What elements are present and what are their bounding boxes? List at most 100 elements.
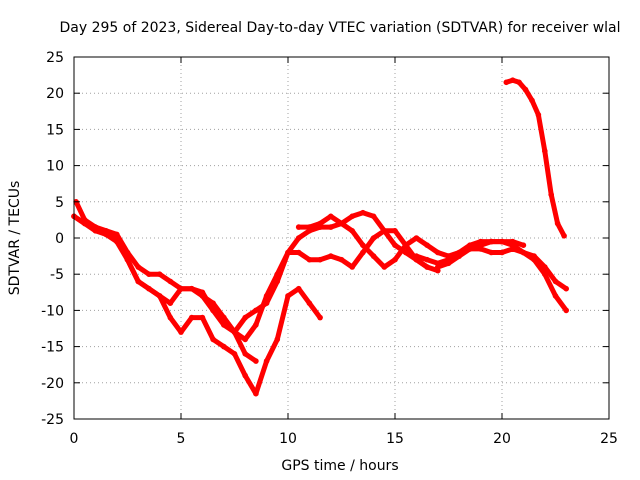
data-point bbox=[92, 224, 99, 230]
y-tick-label: -10 bbox=[41, 303, 64, 319]
data-point bbox=[124, 249, 131, 256]
data-point bbox=[381, 228, 388, 234]
data-point bbox=[467, 246, 473, 252]
data-point bbox=[360, 209, 366, 216]
data-point bbox=[370, 213, 377, 220]
data-point bbox=[548, 191, 554, 198]
data-point bbox=[178, 329, 184, 335]
data-point bbox=[435, 249, 441, 256]
data-point bbox=[242, 314, 248, 321]
data-series bbox=[71, 77, 569, 397]
data-point bbox=[317, 314, 323, 321]
data-point bbox=[295, 224, 302, 230]
data-point bbox=[295, 249, 302, 256]
data-point bbox=[188, 285, 195, 292]
data-point bbox=[349, 264, 356, 270]
data-point bbox=[392, 242, 398, 248]
x-tick-label: 25 bbox=[600, 431, 618, 447]
data-point bbox=[520, 249, 527, 256]
data-point bbox=[231, 329, 238, 335]
data-point bbox=[499, 249, 505, 256]
data-point bbox=[338, 256, 345, 263]
y-tick-label: -25 bbox=[41, 412, 64, 428]
data-point bbox=[295, 285, 302, 292]
data-point bbox=[263, 358, 270, 364]
data-point bbox=[242, 351, 248, 357]
data-point bbox=[285, 249, 291, 256]
y-tick-label: 20 bbox=[46, 86, 64, 102]
data-point bbox=[542, 264, 548, 270]
data-point bbox=[306, 256, 313, 263]
y-tick-label: -5 bbox=[50, 267, 64, 283]
data-point bbox=[554, 220, 561, 227]
data-point bbox=[135, 278, 141, 285]
data-point bbox=[413, 235, 420, 241]
axis-ticks: 0 5 10 15 20 25 -25 -20 -15 -10 -5 0 5 10 15 20 25 bbox=[41, 50, 618, 447]
data-point bbox=[477, 242, 484, 248]
data-point bbox=[221, 314, 227, 321]
data-point bbox=[135, 264, 141, 270]
data-point bbox=[402, 242, 409, 248]
data-point bbox=[253, 390, 259, 397]
x-tick-label: 20 bbox=[493, 431, 511, 447]
series-line-3 bbox=[71, 213, 430, 335]
data-point bbox=[360, 242, 366, 248]
y-tick-label: -15 bbox=[41, 340, 64, 356]
data-point bbox=[156, 293, 163, 299]
data-point bbox=[328, 213, 334, 220]
data-point bbox=[199, 293, 206, 299]
grid-lines bbox=[74, 57, 609, 419]
x-tick-label: 5 bbox=[177, 431, 186, 447]
data-point bbox=[221, 343, 227, 350]
data-point bbox=[552, 278, 559, 285]
data-point bbox=[520, 242, 527, 248]
data-point bbox=[242, 372, 248, 379]
data-point bbox=[231, 351, 238, 357]
data-point bbox=[456, 253, 463, 259]
data-point bbox=[552, 293, 559, 299]
data-point bbox=[210, 336, 216, 343]
data-point bbox=[167, 300, 174, 307]
data-point bbox=[535, 112, 542, 118]
data-point bbox=[328, 224, 334, 230]
data-point bbox=[103, 228, 109, 234]
data-point bbox=[199, 314, 206, 321]
data-point bbox=[285, 293, 291, 299]
data-point bbox=[503, 79, 510, 86]
data-point bbox=[516, 79, 522, 86]
data-point bbox=[499, 238, 505, 245]
y-axis-title: SDTVAR / TECUs bbox=[7, 181, 23, 296]
y-tick-label: -20 bbox=[41, 376, 64, 392]
data-point bbox=[370, 235, 377, 241]
data-point bbox=[563, 307, 569, 314]
x-tick-label: 10 bbox=[279, 431, 297, 447]
data-point bbox=[488, 249, 495, 256]
data-point bbox=[274, 271, 281, 278]
data-point bbox=[392, 228, 398, 234]
data-point bbox=[81, 220, 88, 227]
data-point bbox=[488, 238, 495, 245]
data-point bbox=[295, 235, 302, 241]
data-point bbox=[306, 300, 313, 307]
data-point bbox=[563, 285, 569, 292]
series-line-1 bbox=[71, 213, 259, 364]
series-line-6 bbox=[413, 246, 569, 313]
data-point bbox=[509, 242, 516, 248]
data-point bbox=[306, 224, 313, 230]
data-point bbox=[263, 293, 270, 299]
data-point bbox=[188, 314, 195, 321]
data-point bbox=[542, 148, 548, 154]
data-point bbox=[178, 285, 184, 292]
data-point bbox=[317, 220, 323, 227]
y-tick-label: 25 bbox=[46, 50, 64, 66]
data-point bbox=[167, 314, 174, 321]
data-point bbox=[445, 260, 452, 267]
data-point bbox=[360, 249, 366, 256]
data-point bbox=[253, 358, 259, 364]
data-point bbox=[317, 256, 323, 263]
data-point bbox=[381, 264, 388, 270]
data-point bbox=[338, 220, 345, 227]
data-point bbox=[146, 285, 152, 292]
x-axis-title: GPS time / hours bbox=[281, 458, 398, 474]
